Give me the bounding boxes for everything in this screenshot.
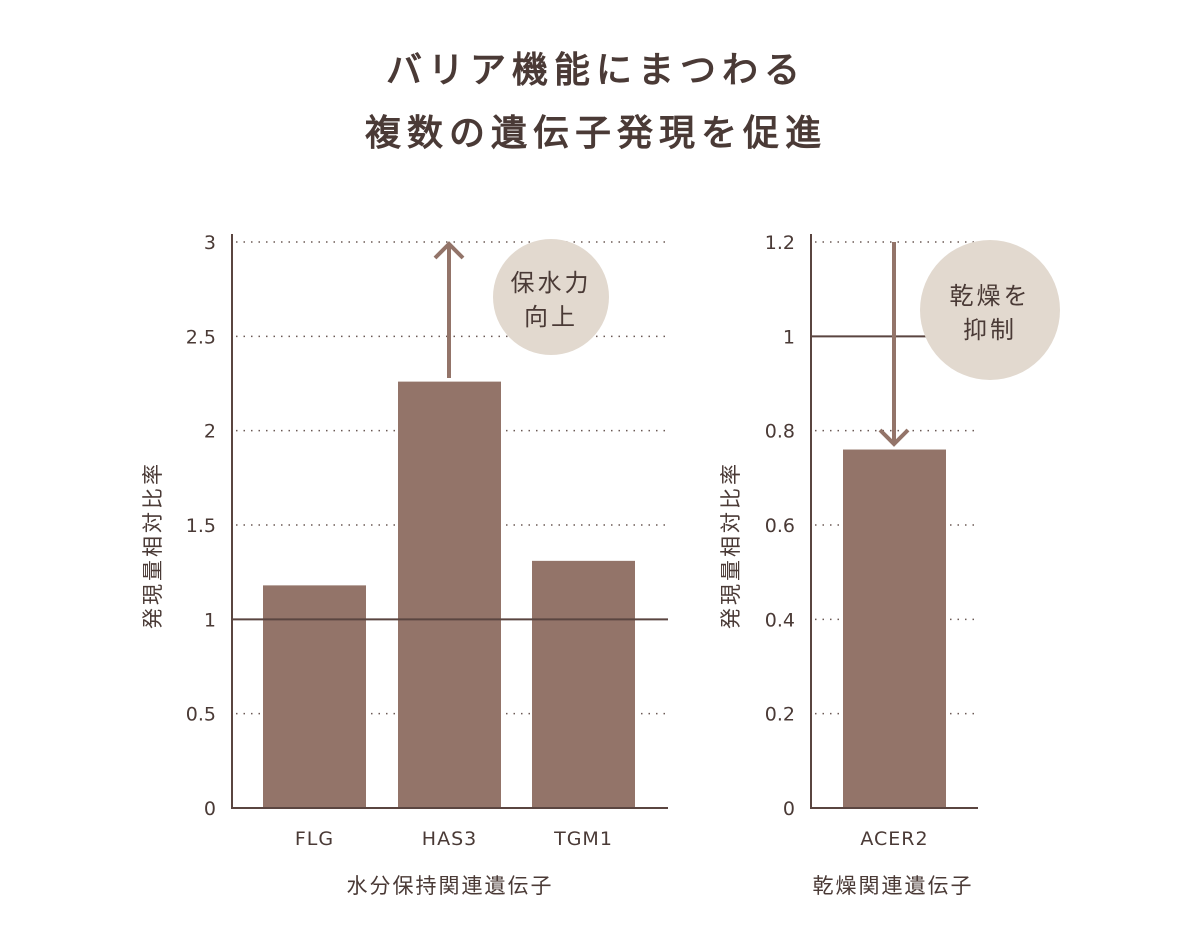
annotation-text: 保水力 bbox=[511, 269, 592, 297]
y-tick-label: 0.5 bbox=[186, 704, 216, 726]
x-axis-label: 水分保持関連遺伝子 bbox=[347, 874, 554, 898]
chart-water-retention: 0 0.5 1 1.5 2 2.5 3 FLG HAS3 TGM1 水分保持関連遺伝子 発現量相対比率… bbox=[141, 232, 668, 898]
y-tick-label: 2 bbox=[204, 421, 216, 443]
annotation-text: 向上 bbox=[524, 303, 578, 331]
x-tick-label: HAS3 bbox=[422, 828, 477, 850]
bar-has3 bbox=[398, 381, 501, 808]
y-tick-label: 0 bbox=[783, 798, 795, 820]
bar-flg bbox=[263, 585, 366, 808]
arrowhead-icon bbox=[433, 241, 465, 260]
y-tick-label: 1 bbox=[783, 326, 795, 348]
x-tick-label: ACER2 bbox=[860, 828, 928, 850]
annotation-circle bbox=[920, 240, 1060, 380]
x-tick-label: TGM1 bbox=[553, 828, 613, 850]
x-axis-label: 乾燥関連遺伝子 bbox=[813, 874, 974, 898]
bar-tgm1 bbox=[532, 560, 635, 808]
y-tick-label: 1 bbox=[204, 609, 216, 631]
arrowhead-icon bbox=[878, 428, 910, 447]
y-tick-label: 3 bbox=[204, 232, 216, 254]
title-line-1: バリア機能にまつわる bbox=[386, 50, 806, 91]
annotation-text: 乾燥を bbox=[950, 282, 1031, 310]
y-tick-label: 0.8 bbox=[765, 421, 795, 443]
y-axis-label: 発現量相対比率 bbox=[719, 461, 743, 629]
y-tick-label: 0.2 bbox=[765, 704, 795, 726]
y-axis-label: 発現量相対比率 bbox=[141, 461, 165, 629]
y-tick-label: 0.6 bbox=[765, 515, 795, 537]
chart-dryness: 0 0.2 0.4 0.6 0.8 1 1.2 ACER2 乾燥関連遺伝子 発現量相対比率 乾燥を抑… bbox=[719, 232, 1060, 898]
x-tick-label: FLG bbox=[295, 828, 334, 850]
annotation-circle bbox=[493, 239, 609, 355]
title-line-2: 複数の遺伝子発現を促進 bbox=[365, 113, 827, 154]
y-tick-label: 2.5 bbox=[186, 326, 216, 348]
y-tick-label: 1.5 bbox=[186, 515, 216, 537]
annotation-text: 抑制 bbox=[963, 316, 1017, 344]
bar-acer2 bbox=[843, 449, 946, 808]
y-tick-label: 0 bbox=[204, 798, 216, 820]
y-tick-label: 1.2 bbox=[765, 232, 795, 254]
y-tick-label: 0.4 bbox=[765, 609, 795, 631]
